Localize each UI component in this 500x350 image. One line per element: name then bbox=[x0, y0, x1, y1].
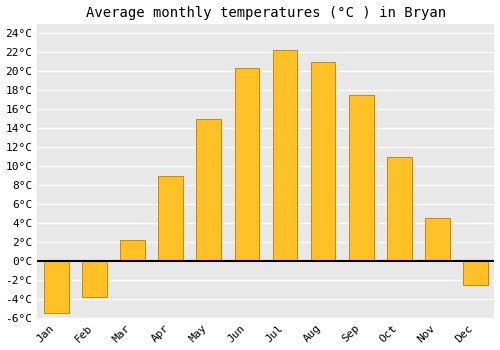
Bar bbox=[158, 176, 183, 261]
Title: Average monthly temperatures (°C ) in Bryan: Average monthly temperatures (°C ) in Br… bbox=[86, 6, 446, 20]
Bar bbox=[387, 156, 411, 261]
Bar bbox=[463, 261, 488, 285]
Bar bbox=[120, 240, 145, 261]
Bar bbox=[310, 62, 336, 261]
Bar bbox=[425, 218, 450, 261]
Bar bbox=[44, 261, 69, 314]
Bar bbox=[196, 119, 221, 261]
Bar bbox=[349, 95, 374, 261]
Bar bbox=[272, 50, 297, 261]
Bar bbox=[234, 68, 260, 261]
Bar bbox=[82, 261, 107, 297]
